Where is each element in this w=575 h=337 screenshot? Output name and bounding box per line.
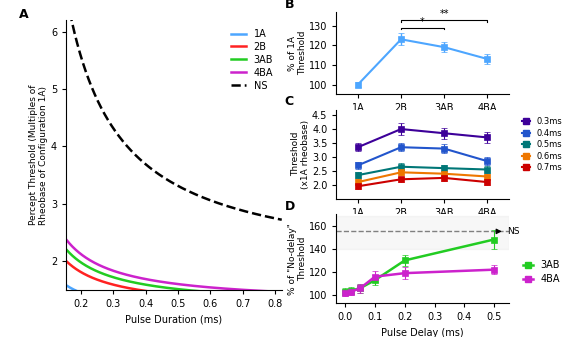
1A: [278, 310, 285, 314]
Text: **: **: [439, 9, 449, 19]
Y-axis label: Threshold
(x1A rheobase): Threshold (x1A rheobase): [291, 120, 310, 189]
Line: 1A: 1A: [67, 286, 282, 312]
4BA: [190, 284, 197, 288]
Line: 3AB: 3AB: [67, 250, 282, 296]
1A: [101, 298, 108, 302]
NS: [118, 138, 125, 142]
3AB: [160, 285, 167, 289]
3AB: [63, 248, 70, 252]
Bar: [336, 216, 509, 249]
2B: [160, 291, 167, 295]
Legend: 3AB, 4BA: 3AB, 4BA: [519, 256, 564, 288]
4BA: [160, 280, 167, 284]
4BA: [207, 285, 214, 289]
X-axis label: Pulse Duration (ms): Pulse Duration (ms): [125, 314, 223, 325]
3AB: [207, 290, 214, 294]
3AB: [101, 272, 108, 276]
3AB: [225, 292, 232, 296]
2B: [63, 259, 70, 264]
2B: [278, 299, 285, 303]
2B: [225, 296, 232, 300]
1A: [190, 307, 197, 311]
4BA: [118, 272, 125, 276]
Line: NS: NS: [67, 0, 282, 220]
4BA: [63, 238, 70, 242]
X-axis label: Pulse Delay (ms): Pulse Delay (ms): [381, 328, 464, 337]
2B: [101, 280, 108, 284]
Y-axis label: % of "No-delay"
Threshold: % of "No-delay" Threshold: [288, 223, 308, 295]
NS: [207, 198, 214, 202]
1A: [207, 308, 214, 312]
2B: [190, 294, 197, 298]
1A: [118, 301, 125, 305]
Text: B: B: [285, 0, 294, 11]
3AB: [278, 294, 285, 298]
NS: [101, 113, 108, 117]
NS: [225, 205, 232, 209]
NS: [190, 191, 197, 195]
1A: [225, 309, 232, 313]
Text: D: D: [285, 200, 295, 213]
Text: NS: NS: [496, 227, 520, 236]
3AB: [118, 278, 125, 282]
NS: [278, 218, 285, 222]
Y-axis label: Percept Threshold (Multiples of
Rheobase of Configuration 1A): Percept Threshold (Multiples of Rheobase…: [29, 85, 48, 225]
Legend: 1A, 2B, 3AB, 4BA, NS: 1A, 2B, 3AB, 4BA, NS: [227, 25, 277, 94]
4BA: [225, 287, 232, 291]
NS: [160, 176, 167, 180]
4BA: [101, 266, 108, 270]
Line: 2B: 2B: [67, 262, 282, 301]
1A: [160, 305, 167, 309]
3AB: [190, 289, 197, 293]
2B: [118, 285, 125, 289]
2B: [207, 295, 214, 299]
Line: 4BA: 4BA: [67, 240, 282, 292]
Y-axis label: % of 1A
Threshold: % of 1A Threshold: [288, 31, 308, 75]
Text: C: C: [285, 95, 294, 108]
1A: [63, 284, 70, 288]
Text: A: A: [18, 7, 28, 21]
Legend: 0.3ms, 0.4ms, 0.5ms, 0.6ms, 0.7ms: 0.3ms, 0.4ms, 0.5ms, 0.6ms, 0.7ms: [518, 114, 566, 175]
4BA: [278, 290, 285, 294]
Text: *: *: [420, 17, 425, 27]
